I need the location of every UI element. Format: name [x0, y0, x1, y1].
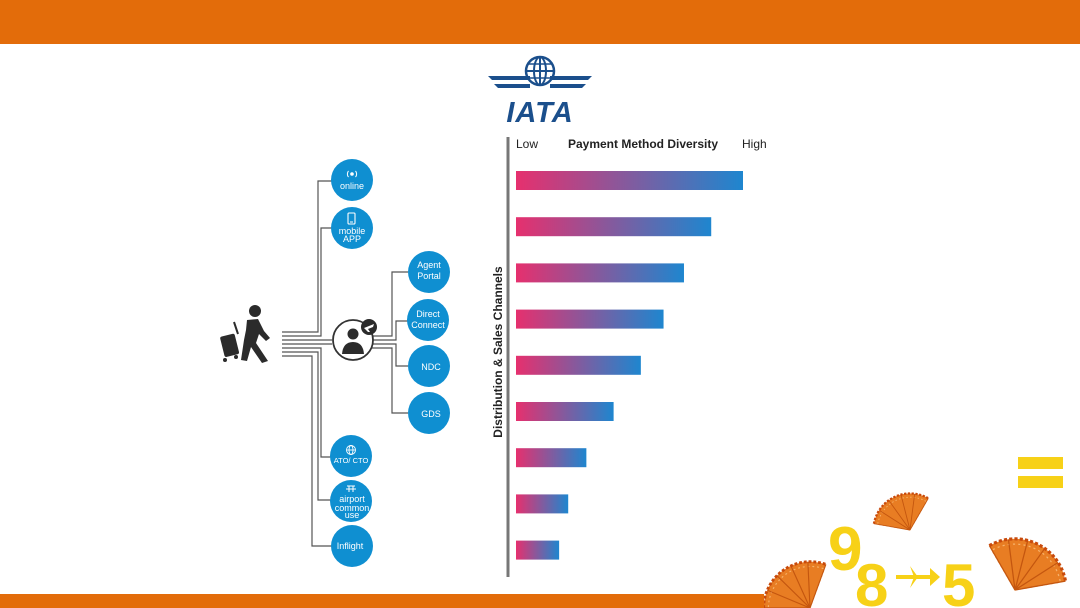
- scale-high-label: High: [742, 137, 767, 151]
- bars-group: [516, 171, 743, 560]
- channel-bubble-online: online: [331, 159, 373, 201]
- bar-6: [516, 402, 614, 421]
- logo-text: IATA: [506, 97, 573, 126]
- bubble-label: Direct: [416, 309, 440, 319]
- digit-8: 8: [855, 552, 888, 608]
- digit-9: 9: [828, 515, 862, 584]
- channel-bubble-ato-cto: ATO/ CTO: [330, 435, 372, 477]
- channel-bubble-agent-portal: Agent Portal: [408, 251, 450, 293]
- connector-lines: [282, 180, 408, 547]
- bubble-label: GDS: [421, 409, 441, 419]
- bar-5: [516, 355, 641, 375]
- bottom-accent-bar: [0, 594, 764, 608]
- broadcast-icon: [346, 170, 358, 178]
- chart-title: Payment Method Diversity: [568, 137, 718, 151]
- bar-9: [516, 540, 560, 560]
- bubble-label: Connect: [411, 320, 445, 330]
- bubble-label: common: [335, 503, 370, 513]
- hand-fan-icon: [866, 483, 939, 544]
- top-accent-bar: [0, 0, 1080, 44]
- bubble-label: use: [345, 510, 360, 520]
- airport-icon: [346, 485, 356, 492]
- bubble-label: APP: [343, 234, 361, 244]
- scale-low-label: Low: [516, 137, 538, 151]
- y-axis-label: Distribution & Sales Channels: [491, 266, 505, 438]
- channel-bubble-direct-connect: Direct Connect: [407, 299, 449, 341]
- channel-bubble-airport-common-use: airport common use: [330, 480, 372, 522]
- bubble-label: Agent: [417, 260, 441, 270]
- decoration-985: 9 8 5: [760, 457, 1077, 608]
- bubble-label: NDC: [421, 362, 441, 372]
- bubble-label: Inflight: [337, 541, 364, 551]
- channel-bubble-inflight: Inflight: [331, 525, 373, 567]
- equals-icon: [1018, 457, 1063, 488]
- bar-7: [516, 448, 587, 468]
- traveller-luggage-icon: [220, 305, 270, 363]
- channel-bubble-gds: GDS: [408, 392, 450, 434]
- bubble-label: online: [340, 181, 364, 191]
- bubble-label: airport: [339, 494, 365, 504]
- bubble-label: mobile: [339, 226, 366, 236]
- plane-arrow-icon: [896, 566, 940, 588]
- bubble-label: ATO/ CTO: [334, 456, 369, 465]
- globe-icon: [346, 445, 356, 455]
- bar-8: [516, 494, 569, 514]
- bar-3: [516, 263, 684, 283]
- bar-2: [516, 217, 712, 237]
- channel-bubble-mobile-app: mobile APP: [331, 207, 373, 249]
- iata-logo: IATA: [488, 55, 592, 126]
- digit-5: 5: [942, 552, 975, 608]
- globe-wings-icon: [488, 55, 592, 88]
- bar-4: [516, 309, 664, 329]
- bar-1: [516, 171, 743, 190]
- channel-bubble-ndc: NDC: [408, 345, 450, 387]
- bubble-label: Portal: [417, 271, 441, 281]
- phone-icon: [347, 212, 356, 225]
- agent-plane-icon: [332, 319, 377, 361]
- bar-chart: Low Payment Method Diversity High Distri…: [491, 137, 767, 577]
- hand-fan-icon: [975, 524, 1077, 608]
